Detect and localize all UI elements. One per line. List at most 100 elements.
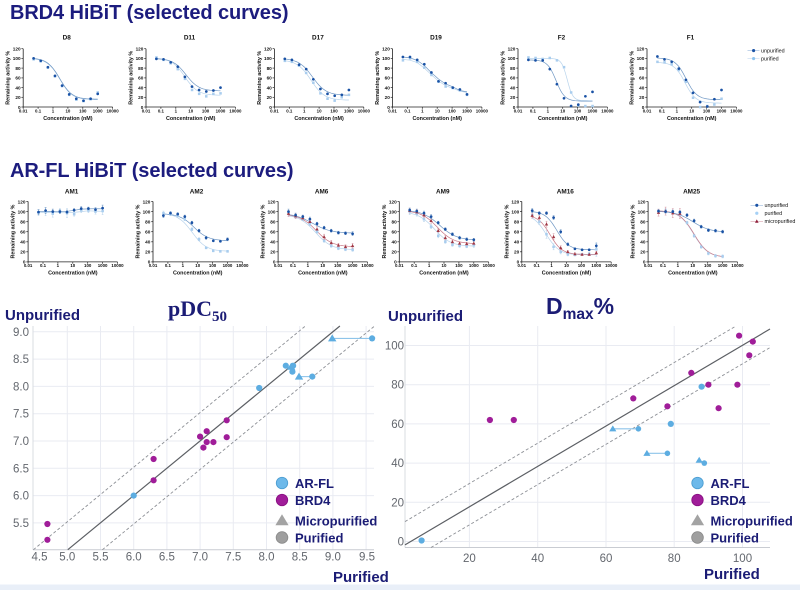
svg-text:120: 120 bbox=[264, 47, 272, 52]
svg-text:7.5: 7.5 bbox=[13, 409, 29, 421]
svg-text:1000: 1000 bbox=[98, 263, 108, 268]
svg-text:10000: 10000 bbox=[730, 109, 743, 114]
svg-text:0.1: 0.1 bbox=[660, 263, 667, 268]
svg-text:0.01: 0.01 bbox=[395, 263, 404, 268]
svg-text:100: 100 bbox=[382, 56, 390, 61]
svg-text:Purified: Purified bbox=[704, 566, 760, 583]
svg-text:AM16: AM16 bbox=[557, 189, 574, 196]
svg-text:20: 20 bbox=[270, 250, 276, 255]
svg-text:0.01: 0.01 bbox=[149, 263, 158, 268]
svg-text:60: 60 bbox=[270, 230, 276, 235]
svg-text:80: 80 bbox=[510, 66, 516, 71]
svg-text:Concentration (nM): Concentration (nM) bbox=[173, 271, 223, 277]
svg-text:AR-FL: AR-FL bbox=[295, 476, 334, 491]
svg-text:1000: 1000 bbox=[344, 109, 354, 114]
svg-text:5.5: 5.5 bbox=[93, 552, 109, 564]
svg-text:pDC50: pDC50 bbox=[168, 296, 227, 325]
svg-text:F2: F2 bbox=[558, 35, 566, 42]
svg-text:100: 100 bbox=[330, 109, 338, 114]
svg-text:80: 80 bbox=[15, 66, 21, 71]
svg-text:8.0: 8.0 bbox=[13, 381, 29, 393]
svg-text:80: 80 bbox=[514, 220, 520, 225]
svg-text:Concentration (nM): Concentration (nM) bbox=[43, 116, 93, 122]
svg-text:120: 120 bbox=[389, 199, 397, 204]
svg-text:0.1: 0.1 bbox=[165, 263, 172, 268]
svg-text:0: 0 bbox=[23, 260, 26, 265]
svg-text:AM1: AM1 bbox=[65, 189, 79, 196]
svg-text:8.0: 8.0 bbox=[259, 552, 275, 564]
svg-text:6.0: 6.0 bbox=[126, 552, 142, 564]
svg-text:1000: 1000 bbox=[588, 109, 598, 114]
svg-text:20: 20 bbox=[391, 250, 397, 255]
svg-text:8.5: 8.5 bbox=[292, 552, 308, 564]
svg-text:5.0: 5.0 bbox=[59, 552, 75, 564]
svg-text:100: 100 bbox=[334, 263, 342, 268]
svg-text:100: 100 bbox=[508, 56, 516, 61]
svg-text:100: 100 bbox=[143, 209, 151, 214]
svg-text:0: 0 bbox=[18, 105, 21, 110]
svg-text:100: 100 bbox=[733, 553, 752, 565]
svg-text:0.01: 0.01 bbox=[24, 263, 33, 268]
svg-text:100: 100 bbox=[455, 263, 463, 268]
svg-text:0.1: 0.1 bbox=[534, 263, 541, 268]
svg-text:Remaining activity %: Remaining activity % bbox=[375, 51, 381, 105]
svg-text:Micropurified: Micropurified bbox=[711, 513, 793, 528]
svg-text:120: 120 bbox=[511, 199, 519, 204]
svg-text:10000: 10000 bbox=[358, 109, 371, 114]
svg-text:1: 1 bbox=[550, 263, 553, 268]
svg-text:0.01: 0.01 bbox=[270, 109, 279, 114]
svg-text:10000: 10000 bbox=[229, 109, 242, 114]
svg-text:Remaining activity %: Remaining activity % bbox=[382, 204, 388, 258]
svg-text:100: 100 bbox=[202, 109, 210, 114]
svg-text:Purified: Purified bbox=[295, 530, 343, 545]
svg-text:10: 10 bbox=[70, 263, 75, 268]
svg-text:Remaining activity %: Remaining activity % bbox=[129, 51, 135, 105]
svg-text:40: 40 bbox=[138, 85, 144, 90]
svg-text:60: 60 bbox=[510, 76, 516, 81]
svg-text:120: 120 bbox=[382, 47, 390, 52]
svg-text:0: 0 bbox=[141, 105, 144, 110]
svg-text:100: 100 bbox=[574, 109, 582, 114]
svg-text:80: 80 bbox=[270, 220, 276, 225]
svg-text:9.0: 9.0 bbox=[13, 327, 29, 339]
svg-text:0.1: 0.1 bbox=[530, 109, 537, 114]
svg-text:1: 1 bbox=[307, 263, 310, 268]
svg-text:80: 80 bbox=[145, 220, 151, 225]
svg-text:AM6: AM6 bbox=[315, 189, 329, 196]
svg-text:60: 60 bbox=[514, 230, 520, 235]
svg-text:1: 1 bbox=[175, 109, 178, 114]
svg-text:100: 100 bbox=[511, 209, 519, 214]
svg-text:0: 0 bbox=[642, 105, 645, 110]
svg-text:0: 0 bbox=[273, 260, 276, 265]
svg-text:7.0: 7.0 bbox=[192, 552, 208, 564]
svg-text:80: 80 bbox=[668, 553, 681, 565]
svg-text:0.01: 0.01 bbox=[388, 109, 397, 114]
svg-text:7.5: 7.5 bbox=[225, 552, 241, 564]
svg-text:0: 0 bbox=[387, 105, 390, 110]
svg-text:0: 0 bbox=[643, 260, 646, 265]
svg-text:120: 120 bbox=[136, 47, 144, 52]
svg-text:10: 10 bbox=[188, 109, 193, 114]
svg-text:80: 80 bbox=[267, 66, 273, 71]
svg-text:1: 1 bbox=[428, 263, 431, 268]
svg-text:0.01: 0.01 bbox=[644, 263, 653, 268]
svg-text:60: 60 bbox=[20, 230, 26, 235]
svg-text:0.01: 0.01 bbox=[518, 263, 527, 268]
svg-text:20: 20 bbox=[510, 95, 516, 100]
svg-text:Purified: Purified bbox=[711, 530, 759, 545]
svg-text:10000: 10000 bbox=[236, 263, 249, 268]
svg-text:0: 0 bbox=[517, 260, 520, 265]
svg-text:60: 60 bbox=[391, 230, 397, 235]
svg-text:0.1: 0.1 bbox=[290, 263, 297, 268]
svg-text:20: 20 bbox=[20, 250, 26, 255]
svg-text:10: 10 bbox=[689, 109, 694, 114]
svg-text:120: 120 bbox=[18, 199, 26, 204]
svg-text:40: 40 bbox=[514, 240, 520, 245]
svg-text:100: 100 bbox=[18, 209, 26, 214]
svg-text:100: 100 bbox=[268, 209, 276, 214]
svg-text:120: 120 bbox=[268, 199, 276, 204]
svg-text:40: 40 bbox=[531, 553, 544, 565]
svg-text:F1: F1 bbox=[687, 35, 695, 42]
svg-text:10: 10 bbox=[317, 109, 322, 114]
svg-text:Remaining activity %: Remaining activity % bbox=[630, 51, 636, 105]
